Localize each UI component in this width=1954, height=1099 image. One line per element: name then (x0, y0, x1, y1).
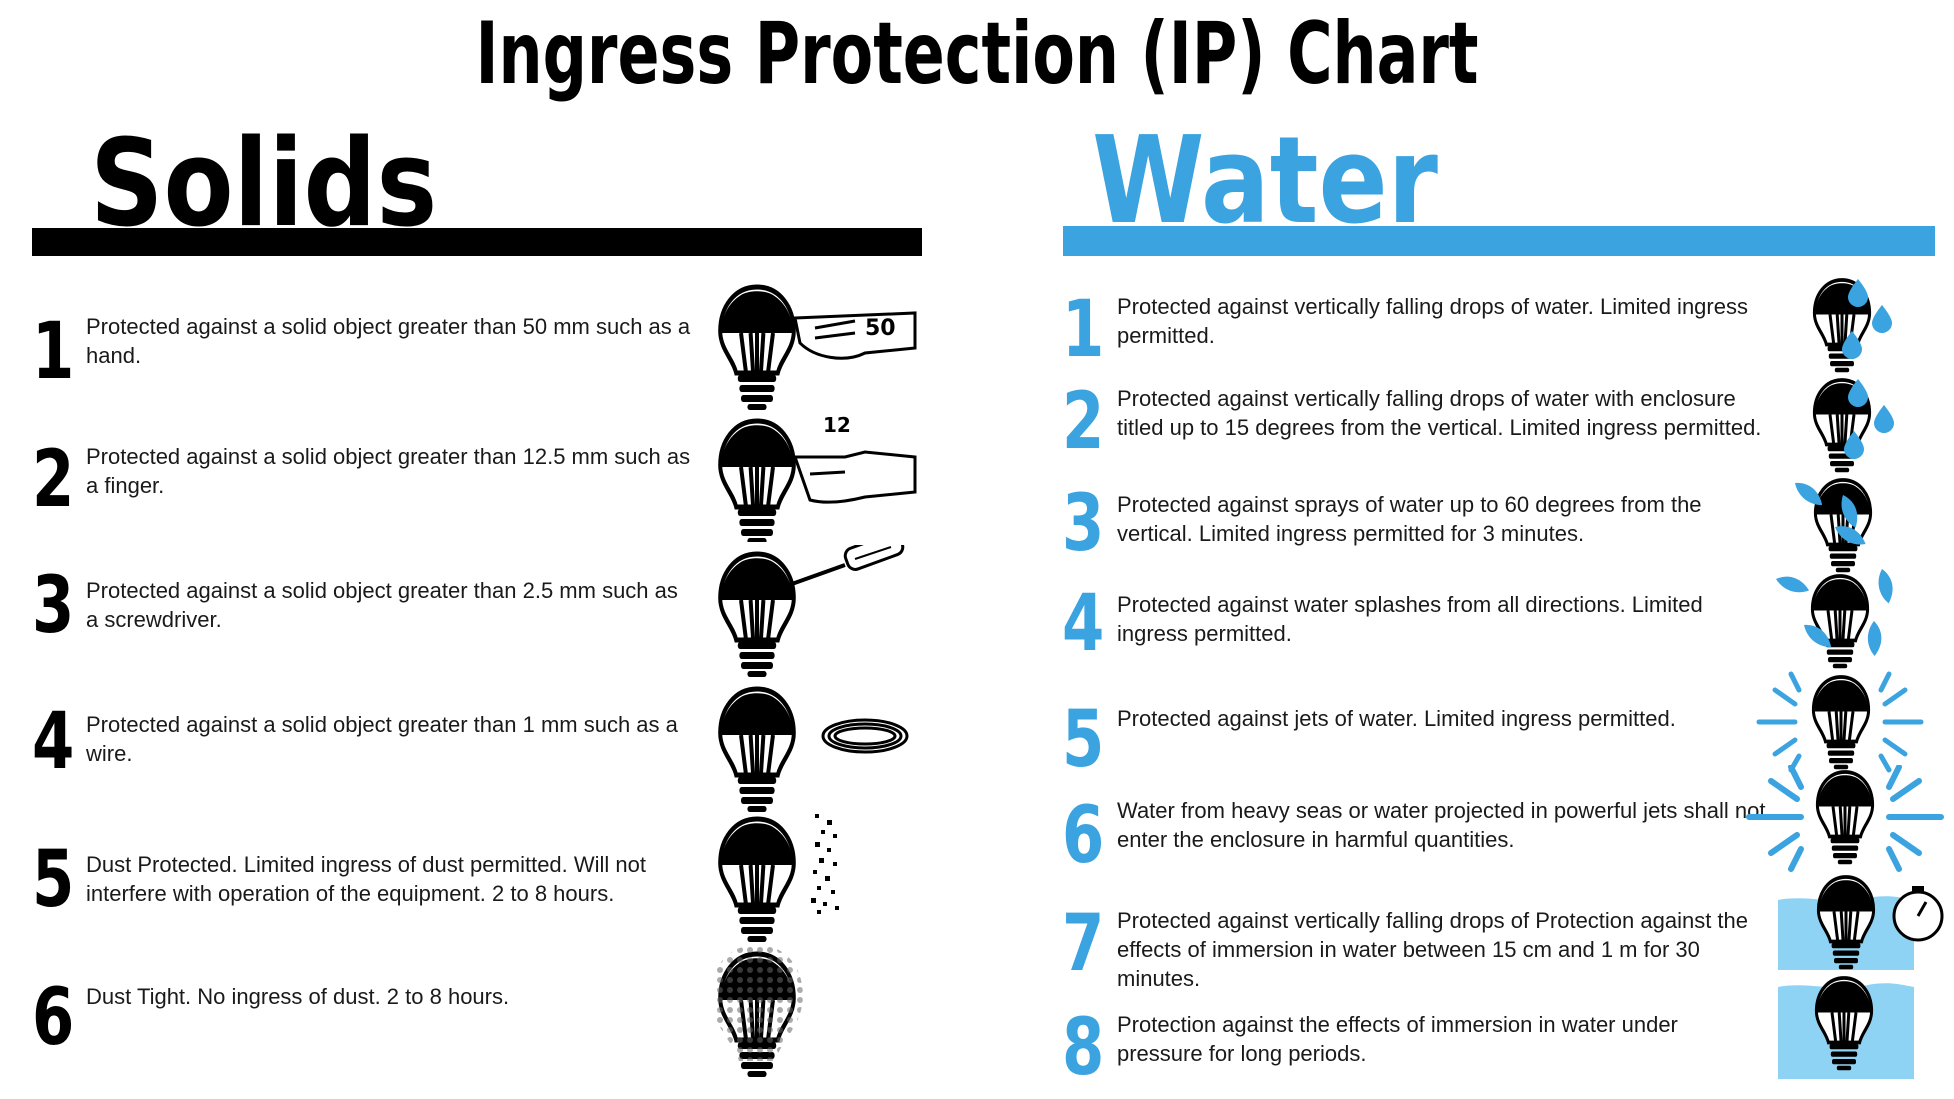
water-underline (1063, 226, 1935, 256)
finger-icon: 12 (715, 413, 917, 542)
finger-size-mark: 12 (823, 413, 851, 437)
water-level-description: Protected against vertically falling dro… (1117, 908, 1749, 991)
solids-level-description: Protected against a solid object greater… (86, 712, 678, 766)
splash-icon (1775, 567, 1900, 671)
solids-level-number: 6 (32, 973, 75, 1063)
immersion-timer-icon (1778, 875, 1944, 970)
water-level-description: Protection against the effects of immers… (1117, 1012, 1678, 1066)
water-level-description: Protected against vertically falling dro… (1117, 294, 1748, 348)
submersion-icon (1778, 976, 1914, 1079)
solids-heading: Solids (90, 115, 438, 239)
water-heading: Water (1092, 112, 1438, 231)
solids-level-number: 1 (32, 307, 75, 397)
water-level-description: Protected against sprays of water up to … (1117, 492, 1702, 546)
wire-icon (715, 680, 909, 815)
powerful-jet-icon (1746, 765, 1944, 872)
solids-level-number: 2 (32, 435, 75, 525)
solids-level-description: Dust Protected. Limited ingress of dust … (86, 852, 647, 906)
water-level-number: 1 (1062, 285, 1105, 375)
tilted-drops-icon (1812, 378, 1894, 475)
water-level-number: 2 (1062, 377, 1105, 467)
water-level-description: Protected against vertically falling dro… (1117, 386, 1762, 440)
solids-level-number: 5 (32, 835, 75, 925)
spray-icon (1795, 476, 1873, 575)
water-level-number: 7 (1062, 899, 1105, 989)
solids-level-number: 4 (32, 697, 75, 787)
solids-level-description: Protected against a solid object greater… (86, 444, 691, 498)
hand-size-mark: 50 (865, 316, 896, 341)
solids-level-description: Dust Tight. No ingress of dust. 2 to 8 h… (86, 984, 510, 1009)
page-title: Ingress Protection (IP) Chart (475, 4, 1479, 104)
dust-icon (715, 814, 839, 945)
solids-underline (32, 228, 922, 256)
solids-heading-wrap: Solids (80, 110, 480, 239)
vertical-drops-icon (1812, 278, 1892, 375)
water-level-description: Water from heavy seas or water projected… (1117, 798, 1766, 852)
water-level-number: 3 (1062, 479, 1105, 569)
hand-icon: 50 (715, 283, 917, 413)
solids-level-description: Protected against a solid object greater… (86, 578, 678, 632)
water-heading-wrap: Water (1090, 110, 1490, 231)
solids-level-number: 3 (32, 561, 75, 651)
water-level-number: 8 (1062, 1003, 1105, 1093)
dust-tight-icon (715, 945, 803, 1095)
water-level-description: Protected against jets of water. Limited… (1117, 706, 1676, 731)
screwdriver-icon (715, 545, 905, 680)
water-level-number: 4 (1062, 579, 1105, 669)
solids-level-description: Protected against a solid object greater… (86, 314, 691, 368)
water-level-description: Protected against water splashes from al… (1117, 592, 1703, 646)
water-level-number: 5 (1062, 695, 1105, 785)
water-jet-icon (1756, 671, 1924, 773)
water-level-number: 6 (1062, 791, 1105, 881)
